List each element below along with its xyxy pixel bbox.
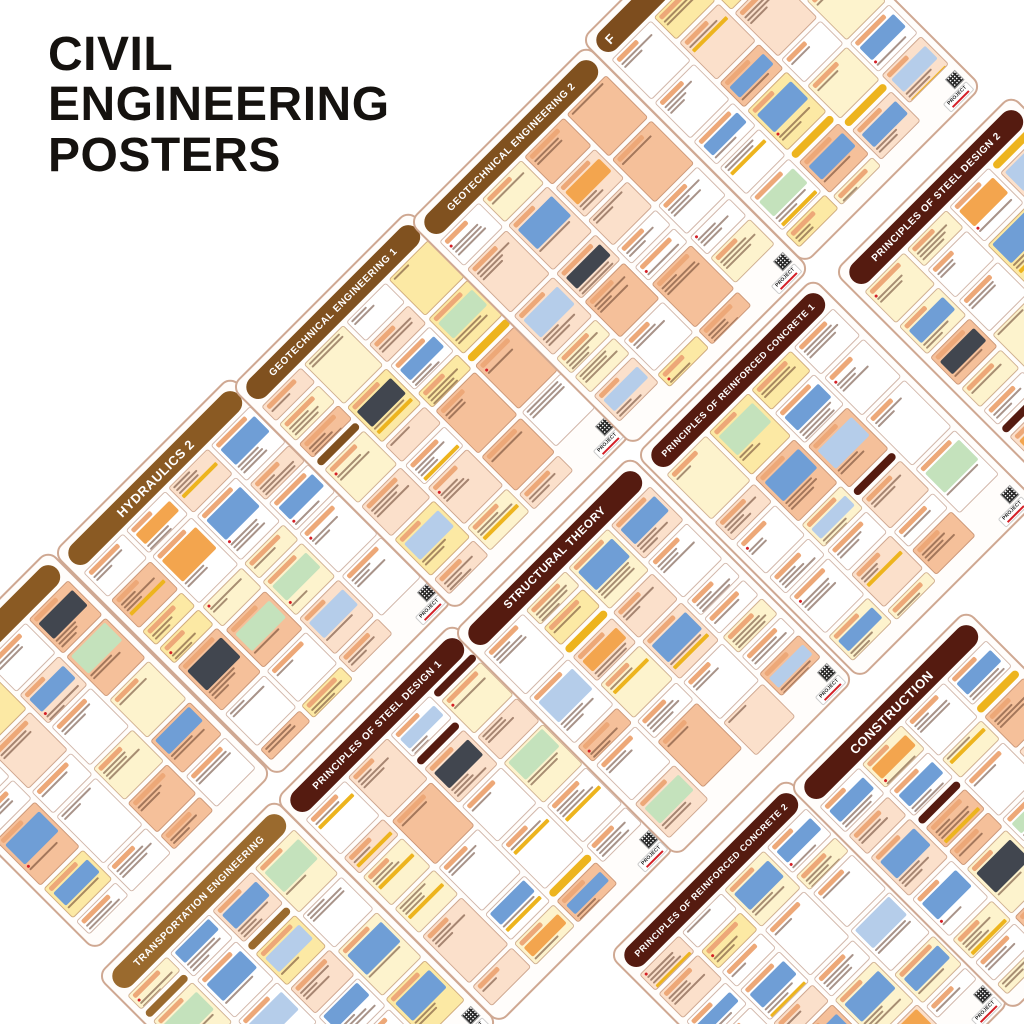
diagram-block	[187, 637, 241, 691]
formula-text-line	[393, 264, 410, 281]
diagram-block	[976, 839, 1024, 894]
diagram-block	[924, 439, 979, 494]
diagram-block	[161, 526, 217, 582]
poster-title: F	[601, 30, 619, 47]
diagram-block	[718, 402, 772, 456]
brand-logo: PROJECT	[814, 673, 847, 706]
diagram-block	[395, 969, 447, 1022]
page-title-line-3: POSTERS	[48, 128, 281, 182]
diagram-block	[523, 286, 575, 338]
diagram-block	[817, 416, 870, 470]
diagram-block	[844, 970, 896, 1023]
diagram-block	[347, 921, 401, 976]
brand-logo: PROJECT	[770, 262, 803, 295]
formula-text-line	[860, 817, 889, 845]
diagram-block	[517, 195, 572, 250]
formula-card	[556, 861, 618, 924]
diagram-block	[577, 538, 631, 591]
page-title-line-2: ENGINEERING	[48, 78, 390, 132]
diagram-block	[271, 552, 321, 602]
diagram-block	[921, 869, 972, 920]
formula-text-line	[700, 214, 730, 244]
highlight-bar	[678, 356, 710, 388]
diagram-block	[958, 177, 1009, 227]
formula-text-line	[842, 365, 870, 393]
diagram-block	[764, 448, 818, 502]
diagram-block	[756, 81, 809, 133]
formula-text-line	[816, 0, 846, 7]
brand-logo: PROJECT	[942, 80, 975, 113]
diagram-block	[5, 811, 59, 865]
page-title: CIVIL ENGINEERING POSTERS	[48, 28, 390, 182]
diagram-block	[264, 838, 319, 893]
page-title-line-1: CIVIL	[48, 28, 174, 81]
formula-text-line	[487, 716, 515, 744]
formula-text-line	[987, 942, 1016, 971]
diagram-block	[538, 668, 593, 723]
